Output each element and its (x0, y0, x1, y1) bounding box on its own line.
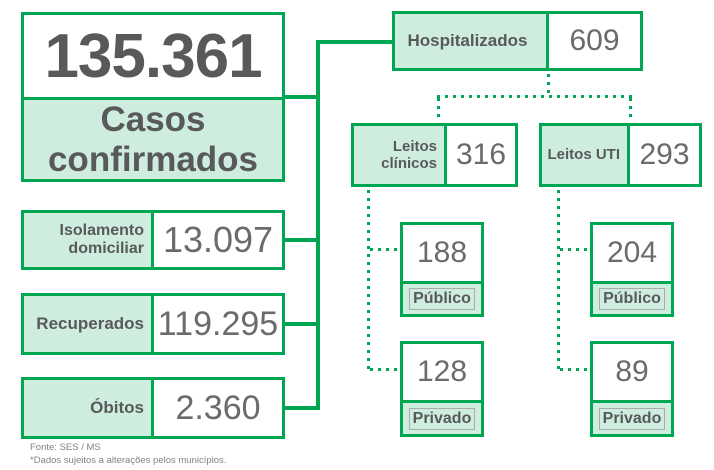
icu-public-value: 204 (593, 225, 671, 281)
clinical-private-value: 128 (403, 344, 481, 400)
isolation-row: Isolamento domiciliar 13.097 (21, 210, 285, 270)
icu-public-box: 204 Público (590, 222, 674, 317)
icu-public-label-text: Público (599, 288, 665, 310)
clinical-public-value: 188 (403, 225, 481, 281)
icu-beds-box: Leitos UTI 293 (539, 123, 702, 187)
isolation-value: 13.097 (154, 213, 282, 267)
total-cases-box: 135.361 Casos confirmados (21, 12, 285, 182)
dotted-beds-split (437, 95, 633, 98)
recovered-value: 119.295 (154, 296, 282, 352)
dotted-icu-drop (629, 98, 632, 122)
connector-recovered-stub (283, 322, 318, 326)
deaths-label: Óbitos (24, 380, 154, 436)
icu-public-label: Público (593, 281, 671, 314)
connector-isolation-stub (283, 238, 318, 242)
clinical-beds-box: Leitos clínicos 316 (351, 123, 518, 187)
footer-note: *Dados sujeitos a alterações pelos munic… (30, 455, 227, 466)
icu-private-box: 89 Privado (590, 341, 674, 437)
footer-source: Fonte: SES / MS (30, 442, 101, 453)
dotted-clinical-private-stub (370, 368, 400, 371)
clinical-public-label-text: Público (409, 288, 475, 310)
deaths-value: 2.360 (154, 380, 282, 436)
recovered-label: Recuperados (24, 296, 154, 352)
total-cases-label: Casos confirmados (24, 97, 282, 179)
connector-trunk-vertical (316, 40, 320, 410)
dotted-clinical-branch (367, 190, 370, 372)
dotted-hospitalized-down (547, 74, 550, 96)
recovered-row: Recuperados 119.295 (21, 293, 285, 355)
clinical-private-box: 128 Privado (400, 341, 484, 437)
icu-private-label-text: Privado (598, 407, 666, 430)
icu-private-value: 89 (593, 344, 671, 400)
clinical-beds-label: Leitos clínicos (354, 126, 447, 184)
hospitalized-label: Hospitalizados (395, 14, 549, 68)
clinical-beds-value: 316 (447, 126, 515, 184)
dotted-icu-private-stub (560, 368, 590, 371)
icu-beds-label: Leitos UTI (542, 126, 630, 184)
icu-private-label: Privado (593, 400, 671, 434)
clinical-public-label: Público (403, 281, 481, 314)
icu-beds-value: 293 (630, 126, 699, 184)
connector-total-to-trunk (283, 95, 320, 99)
isolation-label: Isolamento domiciliar (24, 213, 154, 267)
connector-trunk-to-hospitalized (318, 40, 394, 44)
dotted-icu-public-stub (560, 248, 590, 251)
dotted-clinical-public-stub (370, 248, 400, 251)
connector-deaths-stub (283, 406, 318, 410)
hospitalized-box: Hospitalizados 609 (392, 11, 643, 71)
clinical-public-box: 188 Público (400, 222, 484, 317)
clinical-private-label-text: Privado (408, 407, 476, 430)
dotted-icu-branch (557, 190, 560, 371)
deaths-row: Óbitos 2.360 (21, 377, 285, 439)
hospitalized-value: 609 (549, 14, 640, 68)
clinical-private-label: Privado (403, 400, 481, 434)
dotted-clinical-drop (437, 98, 440, 122)
total-cases-value: 135.361 (24, 15, 282, 97)
